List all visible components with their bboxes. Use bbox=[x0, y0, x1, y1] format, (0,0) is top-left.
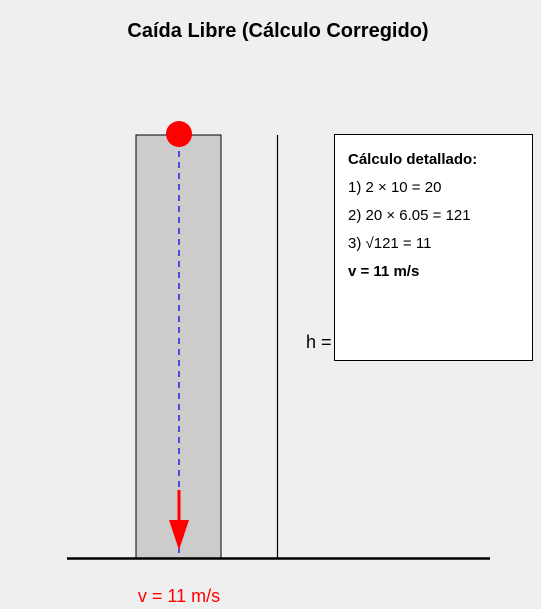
calculation-step-1: 1) 2 × 10 = 20 bbox=[348, 179, 441, 196]
calculation-result: v = 11 m/s bbox=[348, 263, 419, 280]
calculation-step-2: 2) 20 × 6.05 = 121 bbox=[348, 207, 471, 224]
falling-ball bbox=[166, 121, 192, 147]
calculation-step-3: 3) √121 = 11 bbox=[348, 235, 431, 252]
velocity-label: v = 11 m/s bbox=[138, 586, 220, 606]
calculation-box: Cálculo detallado: 1) 2 × 10 = 20 2) 20 … bbox=[335, 135, 533, 361]
calculation-heading: Cálculo detallado: bbox=[348, 151, 477, 168]
diagram-title: Caída Libre (Cálculo Corregido) bbox=[127, 20, 428, 42]
height-label: h = bbox=[306, 332, 332, 352]
